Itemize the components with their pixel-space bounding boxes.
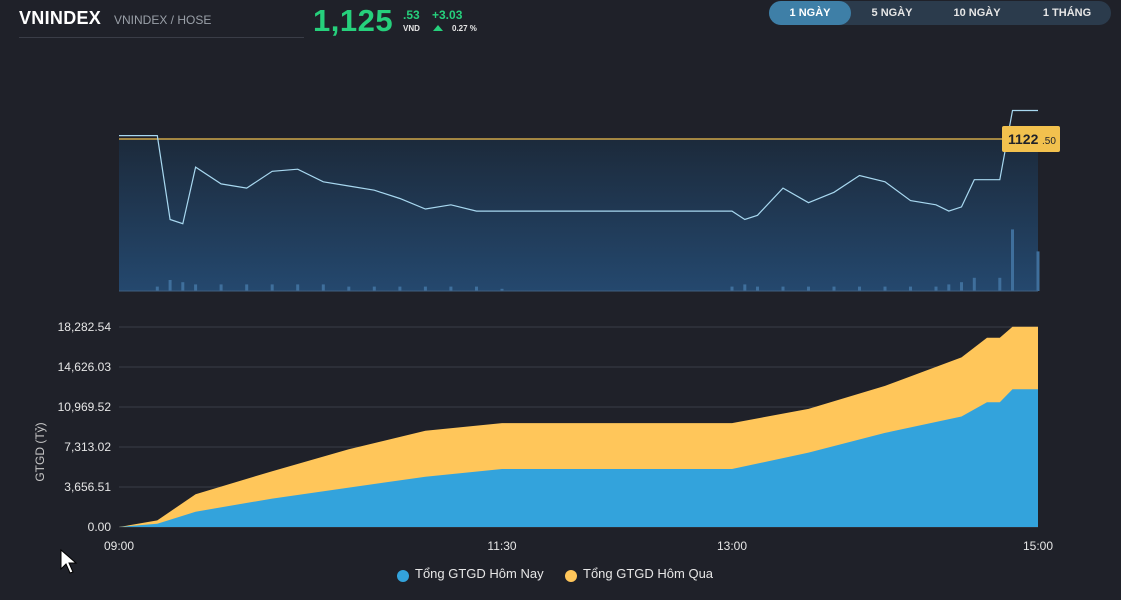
- volume-bar: [883, 286, 887, 291]
- y-tick-label: 3,656.51: [64, 480, 111, 494]
- volume-bar: [998, 277, 1002, 291]
- volume-bar: [756, 286, 759, 291]
- y-tick-label: 0.00: [88, 520, 112, 534]
- price-decimal: .53: [403, 8, 420, 22]
- volume-bar: [270, 284, 274, 291]
- legend-label-today[interactable]: Tổng GTGD Hôm Nay: [415, 566, 544, 581]
- volume-bar: [972, 277, 976, 291]
- volume-bar: [168, 280, 172, 291]
- price-change: +3.03: [432, 8, 463, 22]
- volume-bar: [500, 288, 504, 291]
- volume-bar: [947, 284, 951, 291]
- tab-1-day[interactable]: 1 NGÀY: [769, 1, 851, 25]
- y-tick-label: 14,626.03: [58, 360, 112, 374]
- index-symbol: VNINDEX: [19, 8, 102, 28]
- volume-bar: [1036, 251, 1040, 291]
- volume-bar: [372, 286, 376, 291]
- index-exchange: VNINDEX / HOSE: [114, 13, 212, 27]
- volume-bar: [730, 286, 734, 291]
- series-area-today: [119, 389, 1038, 527]
- volume-bar: [909, 286, 912, 291]
- mouse-pointer-icon: [60, 549, 78, 574]
- volume-bar: [832, 286, 836, 291]
- volume-bar: [245, 284, 249, 291]
- reference-price-label: 1122 .50: [1002, 126, 1060, 152]
- tab-1-month[interactable]: 1 THÁNG: [1042, 7, 1092, 19]
- volume-bar: [807, 286, 810, 291]
- volume-bar: [194, 284, 198, 291]
- volume-bar: [858, 286, 861, 291]
- tab-10-days[interactable]: 10 NGÀY: [953, 7, 1001, 19]
- volume-bar: [1011, 229, 1014, 291]
- chart-legend: Tổng GTGD Hôm Nay Tổng GTGD Hôm Qua: [0, 566, 1121, 586]
- volume-bar: [475, 286, 478, 291]
- price-integer: 1,125: [313, 3, 394, 38]
- x-tick-label: 11:30: [487, 539, 516, 553]
- volume-bar: [781, 286, 785, 291]
- y-tick-label: 7,313.02: [64, 440, 111, 454]
- volume-bar: [423, 286, 427, 291]
- y-tick-label: 10,969.52: [58, 400, 112, 414]
- volume-bar: [347, 286, 351, 291]
- volume-bar: [219, 284, 223, 291]
- volume-bar: [743, 284, 747, 291]
- volume-bars: [155, 229, 1040, 291]
- divider: [19, 37, 304, 38]
- y-axis-ticks: 18,282.54 14,626.03 10,969.52 7,313.02 3,656…: [58, 320, 112, 534]
- reference-label-int: 1122: [1008, 131, 1039, 147]
- legend-dot-yesterday: [565, 570, 577, 582]
- x-tick-label: 13:00: [717, 539, 747, 553]
- header: VNINDEX VNINDEX / HOSE 1,125 .53 VND +3.…: [0, 0, 1121, 40]
- volume-bar: [449, 286, 453, 291]
- reference-label-box: [1002, 126, 1060, 152]
- legend-dot-today: [397, 570, 409, 582]
- volume-bar: [181, 282, 185, 291]
- volume-bar: [934, 286, 938, 291]
- range-tabs: 1 NGÀY 5 NGÀY 10 NGÀY 1 THÁNG: [769, 1, 1111, 25]
- volume-bar: [155, 286, 159, 291]
- price-change-percent: 0.27 %: [452, 24, 477, 33]
- reference-label-dec: .50: [1042, 136, 1056, 147]
- y-tick-label: 18,282.54: [58, 320, 112, 334]
- x-tick-label: 09:00: [104, 539, 134, 553]
- volume-bar: [321, 284, 325, 291]
- volume-bar: [398, 286, 402, 291]
- volume-bar: [960, 282, 963, 291]
- volume-bar: [296, 284, 300, 291]
- tab-5-days[interactable]: 5 NGÀY: [871, 7, 913, 19]
- price-unit: VND: [403, 24, 420, 33]
- x-axis-ticks: 09:00 11:30 13:00 15:00: [104, 539, 1053, 553]
- legend-label-yesterday[interactable]: Tổng GTGD Hôm Qua: [583, 566, 714, 581]
- y-axis-label: GTGD (Tỷ): [33, 422, 47, 481]
- price-line: [119, 109, 1038, 225]
- intraday-price-chart: 1122 .50: [119, 109, 1060, 292]
- x-tick-label: 15:00: [1023, 539, 1053, 553]
- price-plot-area: [119, 139, 1038, 291]
- up-arrow-icon: [433, 25, 443, 31]
